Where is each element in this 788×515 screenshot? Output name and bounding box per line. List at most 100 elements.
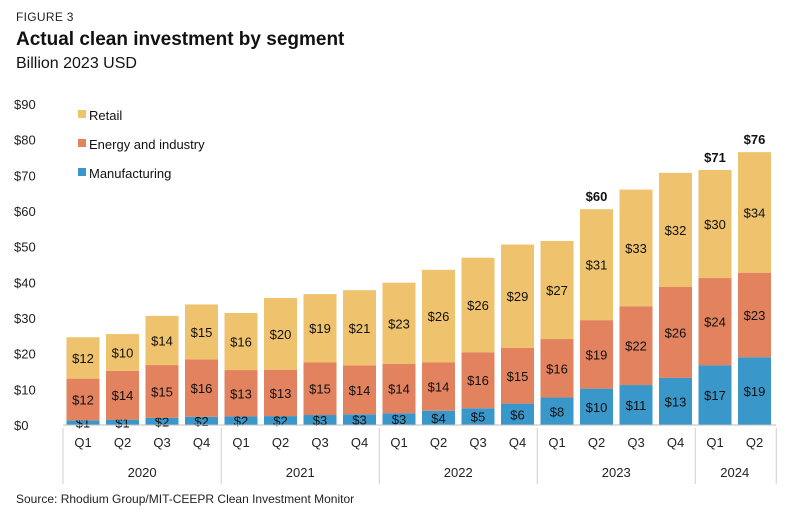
data-label-retail: $27 — [546, 283, 568, 298]
bar-manufacturing — [461, 408, 495, 425]
bar-energy-and-industry — [185, 359, 218, 417]
x-tick-label: Q3 — [469, 435, 486, 450]
bar-retail — [461, 257, 495, 353]
data-label-manufacturing: $4 — [431, 411, 445, 426]
year-group-label: 2023 — [602, 465, 631, 480]
bar-manufacturing — [264, 416, 297, 425]
x-tick-label: Q4 — [667, 435, 684, 450]
bar-manufacturing — [66, 420, 100, 425]
bar-energy-and-industry — [540, 339, 574, 398]
y-tick-label: $60 — [14, 204, 36, 219]
x-tick-label: Q4 — [509, 435, 526, 450]
year-group-label: 2024 — [720, 465, 749, 480]
year-group-label: 2022 — [444, 465, 473, 480]
x-tick-label: Q1 — [548, 435, 565, 450]
total-label: $60 — [586, 189, 608, 204]
data-label-energy-and-industry: $14 — [428, 379, 450, 394]
bar-retail — [619, 189, 653, 307]
data-label-energy-and-industry: $23 — [744, 308, 766, 323]
data-label-retail: $34 — [744, 205, 766, 220]
bar-retail — [540, 240, 574, 340]
year-group-label: 2021 — [286, 465, 315, 480]
bar-manufacturing — [303, 415, 337, 425]
x-tick-label: Q4 — [351, 435, 368, 450]
bar-manufacturing — [224, 416, 258, 425]
bar-energy-and-industry — [145, 365, 179, 418]
data-label-retail: $29 — [507, 289, 529, 304]
x-tick-label: Q3 — [311, 435, 328, 450]
data-label-retail: $10 — [112, 345, 134, 360]
bar-energy-and-industry — [738, 272, 771, 358]
data-label-manufacturing: $5 — [471, 410, 485, 425]
data-label-retail: $26 — [467, 298, 489, 313]
data-label-retail: $14 — [151, 333, 173, 348]
bar-energy-and-industry — [659, 286, 692, 378]
data-label-energy-and-industry: $24 — [704, 315, 726, 330]
bar-retail — [422, 269, 455, 363]
data-label-retail: $20 — [270, 327, 292, 342]
bar-energy-and-industry — [619, 306, 653, 386]
total-label: $76 — [744, 132, 766, 147]
bar-retail — [224, 313, 258, 371]
bar-energy-and-industry — [501, 347, 534, 404]
bar-energy-and-industry — [66, 378, 100, 421]
data-label-manufacturing: $19 — [744, 384, 766, 399]
bar-energy-and-industry — [224, 370, 258, 417]
bar-manufacturing — [619, 385, 653, 425]
data-label-energy-and-industry: $14 — [349, 383, 371, 398]
data-label-energy-and-industry: $16 — [546, 361, 568, 376]
x-tick-label: Q2 — [746, 435, 763, 450]
stacked-bar-chart: $0$10$20$30$40$50$60$70$80$90$1 $1 $2 $2 $2 $… — [14, 97, 777, 484]
bar-energy-and-industry — [580, 320, 613, 389]
x-tick-label: Q4 — [193, 435, 210, 450]
bar-retail — [501, 244, 534, 348]
data-label-manufacturing: $3 — [352, 413, 366, 428]
source-note: Source: Rhodium Group/MIT-CEEPR Clean In… — [16, 492, 355, 506]
x-tick-label: Q2 — [114, 435, 131, 450]
bar-energy-and-industry — [422, 362, 455, 411]
legend-label-manufacturing: Manufacturing — [89, 166, 171, 181]
bar-retail — [106, 334, 139, 371]
data-label-manufacturing: $13 — [665, 394, 687, 409]
data-label-retail: $31 — [586, 258, 608, 273]
bar-manufacturing — [382, 413, 416, 425]
y-tick-label: $40 — [14, 275, 36, 290]
chart-subtitle: Billion 2023 USD — [16, 55, 137, 72]
data-label-retail: $12 — [72, 351, 94, 366]
figure-label: FIGURE 3 — [16, 10, 74, 24]
data-label-manufacturing: $3 — [313, 413, 327, 428]
x-tick-label: Q3 — [627, 435, 644, 450]
bar-manufacturing — [738, 357, 771, 425]
data-label-retail: $19 — [309, 321, 331, 336]
data-label-energy-and-industry: $13 — [230, 386, 252, 401]
data-label-energy-and-industry: $15 — [309, 382, 331, 397]
data-label-energy-and-industry: $16 — [191, 381, 213, 396]
y-tick-label: $50 — [14, 240, 36, 255]
bar-retail — [382, 282, 416, 365]
bar-retail — [343, 290, 376, 366]
chart-title: Actual clean investment by segment — [16, 29, 345, 50]
y-tick-label: $80 — [14, 133, 36, 148]
data-label-retail: $26 — [428, 309, 450, 324]
data-label-energy-and-industry: $14 — [388, 382, 410, 397]
data-label-manufacturing: $6 — [510, 407, 524, 422]
data-label-manufacturing: $17 — [704, 388, 726, 403]
y-tick-label: $70 — [14, 168, 36, 183]
data-label-energy-and-industry: $13 — [270, 386, 292, 401]
bar-energy-and-industry — [264, 369, 297, 417]
x-tick-label: Q2 — [272, 435, 289, 450]
legend-swatch-retail — [78, 110, 86, 118]
bar-retail — [659, 172, 692, 287]
data-label-energy-and-industry: $15 — [151, 384, 173, 399]
data-label-retail: $16 — [230, 335, 252, 350]
bar-retail — [145, 315, 179, 366]
bar-manufacturing — [698, 365, 732, 425]
data-label-energy-and-industry: $26 — [665, 325, 687, 340]
bar-energy-and-industry — [303, 362, 337, 416]
bar-retail — [738, 152, 771, 273]
data-label-manufacturing: $8 — [550, 404, 564, 419]
data-label-retail: $33 — [625, 241, 647, 256]
data-label-manufacturing: $10 — [586, 400, 608, 415]
x-tick-label: Q3 — [153, 435, 170, 450]
y-tick-label: $20 — [14, 347, 36, 362]
